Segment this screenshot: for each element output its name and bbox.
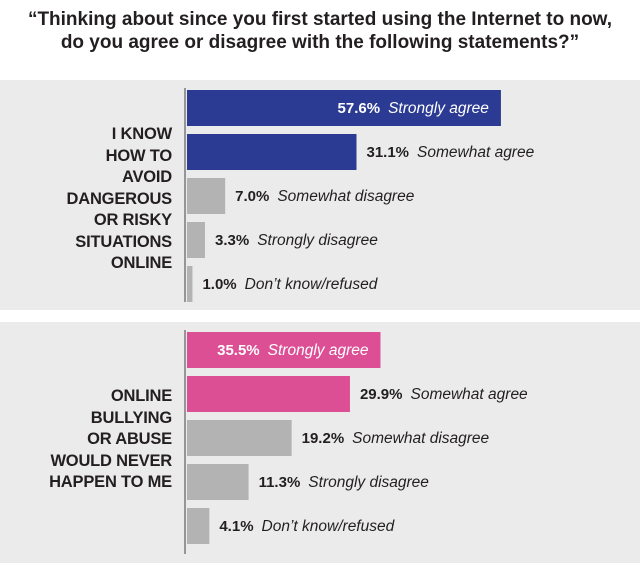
statement-line: AVOID [121,168,172,186]
bar [187,508,210,544]
statement-line: DANGEROUS [66,189,173,208]
statement-line: HOW TO [105,146,173,165]
value-label: 57.6% [338,100,381,117]
bar [187,178,226,214]
category-label: Strongly disagree [308,474,429,491]
bar-chart-dangerous-situations: 57.6% Strongly agree 31.1% Somewhat agree 7.… [184,88,535,302]
statement-line: HAPPEN TO ME [49,473,172,491]
data-label: 4.1% Don’t know/refused [219,518,395,535]
bar [187,332,381,368]
data-label: 3.3% Strongly disagree [215,232,378,249]
value-label: 35.5% [217,342,260,359]
bar [187,222,205,258]
data-label: 35.5% Strongly agree [217,342,369,359]
value-label: 1.0% [202,276,236,293]
statement-label: I KNOW HOW TO AVOID DANGEROUS OR RISKY SITUAT… [0,124,173,275]
value-label: 11.3% [259,474,301,491]
bar [187,134,357,170]
value-label: 4.1% [219,518,253,535]
data-label: 57.6% Strongly agree [338,100,490,117]
bar [187,464,249,500]
category-label: Somewhat agree [417,144,535,161]
bar [187,376,350,412]
statement-line: SITUATIONS [75,232,172,251]
statement-line: OR RISKY [93,211,172,229]
statement-line: I KNOW [111,125,172,143]
value-label: 3.3% [215,232,249,249]
data-label: 7.0% Somewhat disagree [235,188,415,205]
bar [187,90,501,126]
value-label: 29.9% [360,386,403,403]
category-label: Somewhat agree [411,386,529,403]
title-line-2: do you agree or disagree with the follow… [60,32,580,53]
statement-line: WOULD NEVER [50,451,172,470]
bar [187,420,292,456]
title-line-1: “Thinking about since you first started … [27,9,613,30]
value-label: 31.1% [366,144,409,161]
category-label: Strongly disagree [257,232,378,249]
chart-panel-online-bullying: ONLINE BULLYING OR ABUSE WOULD NEVER HAPPEN … [0,322,640,563]
category-label: Strongly agree [388,100,489,117]
statement-line: OR ABUSE [87,430,172,448]
data-label: 29.9% Somewhat agree [360,386,528,403]
bar [187,266,193,302]
data-label: 19.2% Somewhat disagree [302,430,490,447]
statement-line: ONLINE [110,387,172,405]
data-label: 31.1% Somewhat agree [366,144,534,161]
category-label: Strongly agree [268,342,369,359]
bar-chart-online-bullying: 35.5% Strongly agree 29.9% Somewhat agree 19… [184,330,528,554]
value-label: 7.0% [235,188,269,205]
statement-label: ONLINE BULLYING OR ABUSE WOULD NEVER HAPPEN … [0,386,172,494]
category-label: Somewhat disagree [277,188,414,205]
chart-title: “Thinking about since you first started … [0,8,640,54]
category-label: Don’t know/refused [262,518,396,535]
data-label: 11.3% Strongly disagree [259,474,430,491]
value-label: 19.2% [302,430,345,447]
data-label: 1.0% Don’t know/refused [202,276,378,293]
statement-line: BULLYING [90,408,172,427]
category-label: Somewhat disagree [352,430,489,447]
statement-line: ONLINE [110,254,172,272]
chart-panel-dangerous-situations: I KNOW HOW TO AVOID DANGEROUS OR RISKY SITUAT… [0,80,640,310]
category-label: Don’t know/refused [245,276,379,293]
